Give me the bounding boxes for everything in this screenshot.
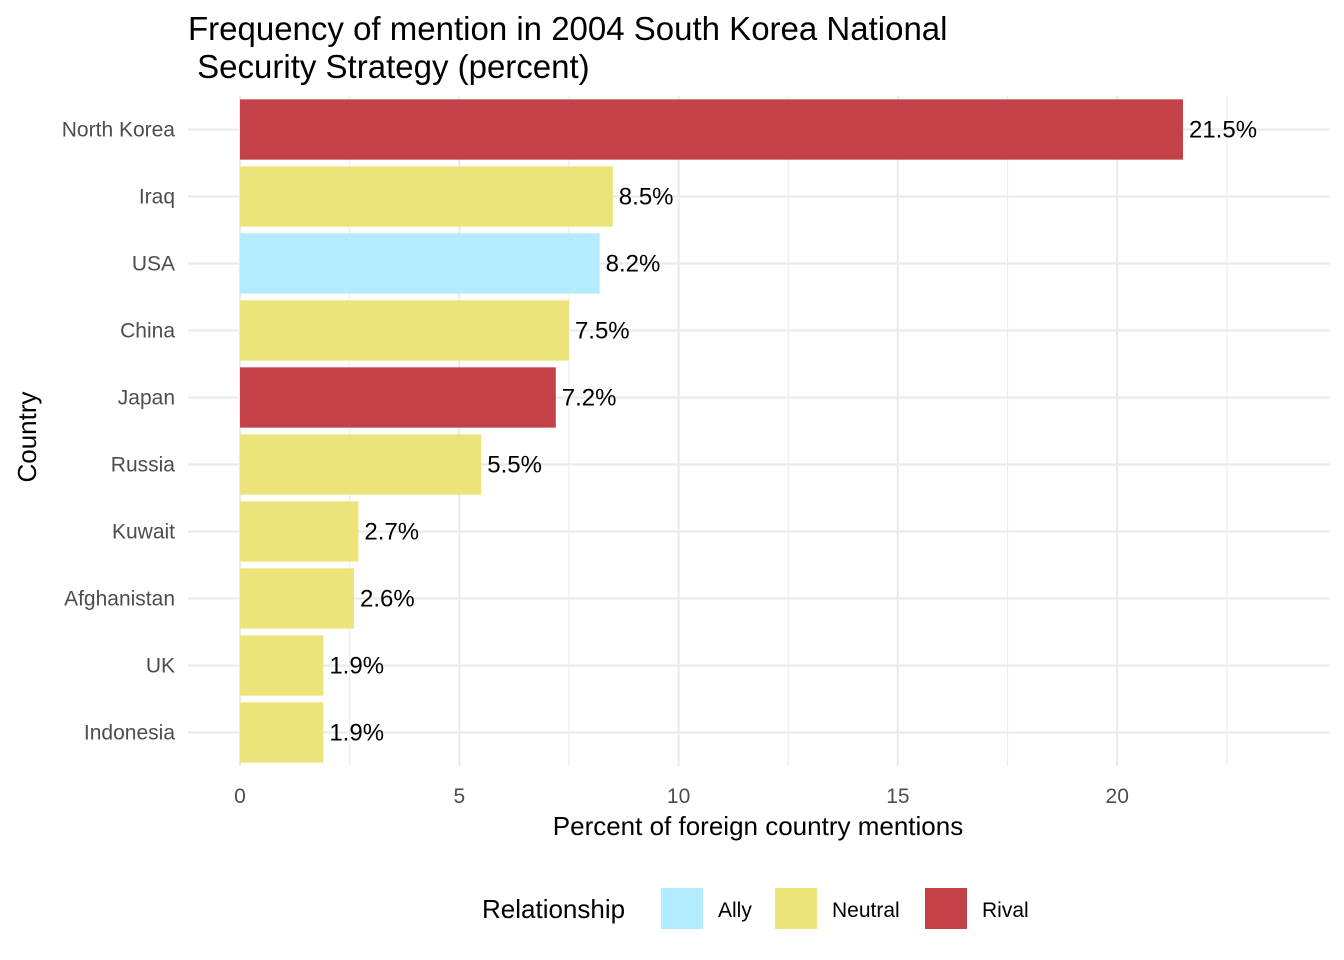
- x-tick-label: 20: [1106, 785, 1129, 808]
- bar-russia: [240, 434, 482, 495]
- legend-label-neutral: Neutral: [832, 899, 900, 922]
- x-axis-title: Percent of foreign country mentions: [553, 811, 963, 841]
- x-tick-label: 0: [234, 785, 246, 808]
- bar-usa: [240, 233, 600, 294]
- y-tick-label: Indonesia: [84, 722, 175, 745]
- data-label: 1.9%: [329, 653, 384, 680]
- x-tick-label: 5: [453, 785, 465, 808]
- bar-north-korea: [240, 99, 1183, 160]
- x-tick-label: 15: [886, 785, 909, 808]
- data-label: 5.5%: [487, 452, 542, 479]
- bar-afghanistan: [240, 568, 355, 629]
- bar-iraq: [240, 166, 613, 227]
- bar-uk: [240, 635, 324, 696]
- y-tick-label: Iraq: [139, 186, 175, 209]
- chart-title-line-2: Security Strategy (percent): [188, 48, 590, 85]
- chart-title-line-1: Frequency of mention in 2004 South Korea…: [188, 10, 947, 47]
- y-tick-label: Russia: [111, 454, 176, 477]
- y-tick-label: USA: [132, 253, 175, 276]
- data-labels: 21.5% 8.5% 8.2% 7.5% 7.2% 5.5% 2.7% 2.6% 1.9% 1.9…: [329, 117, 1257, 747]
- data-label: 8.5%: [619, 184, 674, 211]
- legend-label-ally: Ally: [718, 899, 752, 922]
- y-tick-label: Japan: [118, 387, 175, 410]
- legend: Relationship Ally Neutral Rival: [482, 888, 1029, 929]
- legend-key-ally: [661, 888, 703, 929]
- bar-china: [240, 300, 569, 361]
- y-tick-label: Kuwait: [112, 521, 175, 544]
- legend-label-rival: Rival: [982, 899, 1029, 922]
- y-axis-ticks: North Korea Iraq USA China Japan Russia Kuwait…: [62, 119, 176, 745]
- data-label: 2.6%: [360, 586, 415, 613]
- bars: [240, 99, 1183, 763]
- y-axis-title: Country: [12, 391, 42, 482]
- y-tick-label: North Korea: [62, 119, 176, 142]
- data-label: 1.9%: [329, 720, 384, 747]
- y-tick-label: UK: [146, 655, 175, 678]
- legend-title: Relationship: [482, 894, 625, 924]
- legend-key-neutral: [775, 888, 817, 929]
- bar-indonesia: [240, 702, 324, 763]
- data-label: 8.2%: [606, 251, 661, 278]
- data-label: 2.7%: [364, 519, 419, 546]
- x-axis-ticks: 0 5 10 15 20: [234, 785, 1129, 808]
- y-tick-label: China: [120, 320, 175, 343]
- bar-kuwait: [240, 501, 359, 562]
- legend-key-rival: [925, 888, 967, 929]
- data-label: 7.5%: [575, 318, 630, 345]
- bar-japan: [240, 367, 556, 428]
- data-label: 7.2%: [562, 385, 617, 412]
- x-tick-label: 10: [667, 785, 690, 808]
- y-tick-label: Afghanistan: [64, 588, 175, 611]
- data-label: 21.5%: [1189, 117, 1257, 144]
